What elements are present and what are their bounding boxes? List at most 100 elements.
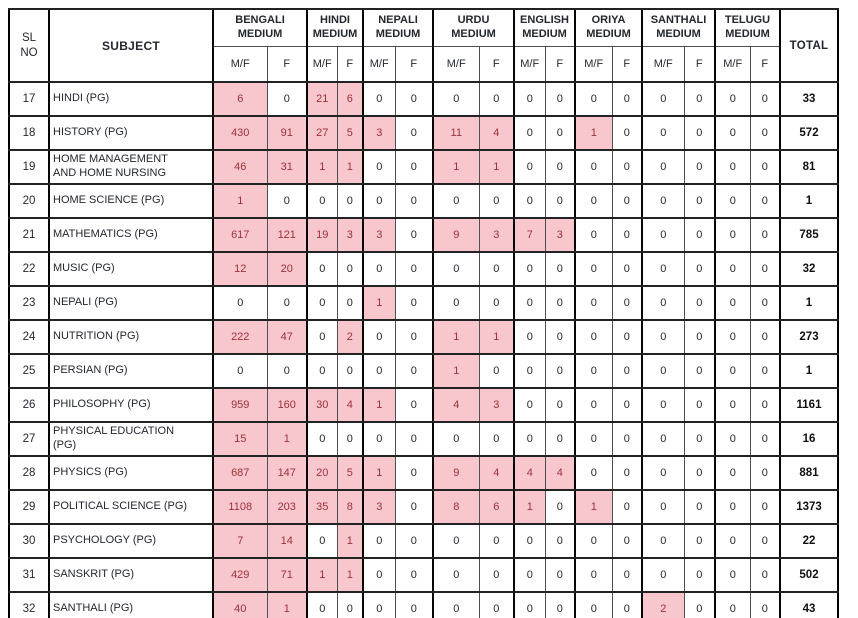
cell-telugu-mf: 0	[714, 217, 751, 253]
cell-oriya-f: 0	[611, 81, 643, 117]
cell-santhali-mf: 0	[641, 489, 685, 525]
cell-telugu-f: 0	[749, 115, 781, 151]
cell-hindi-mf: 35	[306, 489, 338, 525]
cell-oriya-f: 0	[611, 557, 643, 593]
cell-santhali-f: 0	[683, 217, 716, 253]
cell-sl: 22	[8, 251, 50, 287]
table-row: 17 HINDI (PG) 6 0 21 6 0 0 0 0 0 0 0 0 0 0 0 0 33	[8, 81, 839, 117]
cell-santhali-mf: 0	[641, 455, 685, 491]
cell-santhali-f: 0	[683, 319, 716, 355]
cell-english-mf: 0	[513, 285, 546, 321]
cell-santhali-mf: 2	[641, 591, 685, 618]
cell-telugu-f: 0	[749, 455, 781, 491]
subheader-nepali-f: F	[394, 46, 434, 83]
cell-telugu-f: 0	[749, 183, 781, 219]
cell-total: 33	[779, 81, 839, 117]
cell-english-f: 0	[544, 557, 576, 593]
cell-telugu-f: 0	[749, 557, 781, 593]
cell-total: 1	[779, 285, 839, 321]
cell-telugu-mf: 0	[714, 387, 751, 423]
cell-nepali-mf: 1	[362, 455, 396, 491]
cell-oriya-mf: 0	[574, 217, 613, 253]
cell-nepali-f: 0	[394, 115, 434, 151]
subheader-santhali-f: F	[683, 46, 716, 83]
cell-english-mf: 0	[513, 251, 546, 287]
telugu-medium-name: TELUGU	[724, 14, 771, 27]
oriya-medium-suffix: MEDIUM	[586, 28, 631, 40]
cell-bengali-mf: 46	[212, 149, 268, 185]
cell-nepali-mf: 0	[362, 319, 396, 355]
cell-oriya-f: 0	[611, 183, 643, 219]
cell-total: 1	[779, 183, 839, 219]
cell-hindi-f: 1	[336, 523, 364, 559]
cell-hindi-f: 0	[336, 591, 364, 618]
cell-telugu-mf: 0	[714, 421, 751, 457]
santhali-medium-name: SANTHALI	[650, 14, 707, 27]
cell-sl: 24	[8, 319, 50, 355]
cell-telugu-f: 0	[749, 489, 781, 525]
cell-hindi-f: 0	[336, 183, 364, 219]
cell-bengali-mf: 687	[212, 455, 268, 491]
cell-bengali-mf: 7	[212, 523, 268, 559]
cell-telugu-mf: 0	[714, 285, 751, 321]
cell-oriya-f: 0	[611, 421, 643, 457]
cell-nepali-f: 0	[394, 285, 434, 321]
cell-bengali-mf: 430	[212, 115, 268, 151]
cell-bengali-mf: 40	[212, 591, 268, 618]
cell-urdu-mf: 9	[432, 455, 480, 491]
cell-subject: HINDI (PG)	[48, 81, 214, 117]
english-medium-suffix: MEDIUM	[522, 28, 567, 40]
col-header-telugu-medium: TELUGU MEDIUM	[714, 8, 781, 47]
cell-santhali-mf: 0	[641, 319, 685, 355]
cell-hindi-f: 1	[336, 149, 364, 185]
subheader-english-f: F	[544, 46, 576, 83]
cell-total: 1161	[779, 387, 839, 423]
cell-oriya-f: 0	[611, 149, 643, 185]
oriya-medium-name: ORIYA	[591, 14, 626, 27]
cell-santhali-f: 0	[683, 251, 716, 287]
cell-subject: SANTHALI (PG)	[48, 591, 214, 618]
cell-english-mf: 0	[513, 149, 546, 185]
cell-nepali-f: 0	[394, 591, 434, 618]
cell-bengali-f: 160	[266, 387, 308, 423]
cell-hindi-mf: 20	[306, 455, 338, 491]
cell-total: 273	[779, 319, 839, 355]
cell-english-mf: 1	[513, 489, 546, 525]
cell-hindi-mf: 0	[306, 251, 338, 287]
cell-bengali-f: 71	[266, 557, 308, 593]
cell-urdu-mf: 9	[432, 217, 480, 253]
cell-english-f: 3	[544, 217, 576, 253]
cell-sl: 29	[8, 489, 50, 525]
subheader-english-mf: M/F	[513, 46, 546, 83]
cell-nepali-mf: 0	[362, 523, 396, 559]
cell-nepali-mf: 0	[362, 557, 396, 593]
table-row: 21 MATHEMATICS (PG) 617 121 19 3 3 0 9 3 7 3 0 0 0 0 0 0 7…	[8, 217, 839, 253]
cell-urdu-f: 0	[478, 557, 515, 593]
table-row: 23 NEPALI (PG) 0 0 0 0 1 0 0 0 0 0 0 0 0 0 0 0 1	[8, 285, 839, 321]
cell-bengali-f: 1	[266, 421, 308, 457]
cell-santhali-f: 0	[683, 523, 716, 559]
cell-english-mf: 0	[513, 557, 546, 593]
col-header-subject: SUBJECT	[48, 8, 214, 83]
col-header-sl-no: SL NO	[8, 8, 50, 83]
cell-urdu-f: 6	[478, 489, 515, 525]
cell-nepali-mf: 0	[362, 81, 396, 117]
cell-urdu-mf: 0	[432, 557, 480, 593]
cell-english-f: 0	[544, 591, 576, 618]
cell-subject: HISTORY (PG)	[48, 115, 214, 151]
cell-santhali-f: 0	[683, 387, 716, 423]
bengali-medium-suffix: MEDIUM	[237, 28, 283, 40]
table-row: 24 NUTRITION (PG) 222 47 0 2 0 0 1 1 0 0 0 0 0 0 0 0 273	[8, 319, 839, 355]
cell-subject: POLITICAL SCIENCE (PG)	[48, 489, 214, 525]
cell-bengali-f: 0	[266, 285, 308, 321]
cell-english-f: 0	[544, 251, 576, 287]
cell-nepali-mf: 0	[362, 251, 396, 287]
cell-santhali-f: 0	[683, 81, 716, 117]
col-header-bengali-medium: BENGALI MEDIUM	[212, 8, 308, 47]
cell-english-mf: 0	[513, 183, 546, 219]
cell-oriya-mf: 0	[574, 455, 613, 491]
cell-sl: 18	[8, 115, 50, 151]
table-row: 20 HOME SCIENCE (PG) 1 0 0 0 0 0 0 0 0 0 0 0 0 0 0 0 1	[8, 183, 839, 219]
cell-santhali-f: 0	[683, 353, 716, 389]
